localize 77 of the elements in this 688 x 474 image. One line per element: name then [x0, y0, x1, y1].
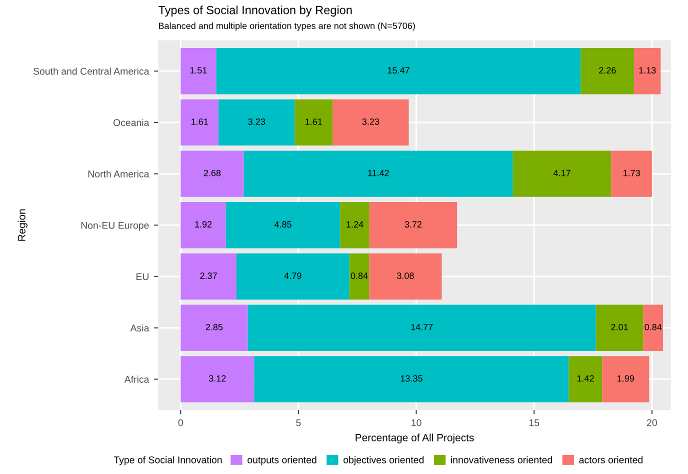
bar: [244, 150, 513, 197]
bar: [236, 253, 350, 300]
bar: [634, 48, 661, 94]
bar: [180, 202, 226, 248]
bar: [216, 48, 581, 94]
bar: [180, 356, 254, 402]
bar: [596, 304, 644, 351]
bar: [369, 202, 458, 248]
bar: [180, 150, 244, 197]
data-label: 2.37: [200, 272, 217, 279]
data-label: 2.26: [599, 67, 616, 74]
data-label: 1.13: [639, 67, 656, 74]
data-label: 3.23: [248, 118, 266, 125]
bar: [568, 356, 602, 402]
chart-title: Types of Social Innovation by Region: [158, 6, 352, 17]
y-tick-label: Non-EU Europe: [81, 222, 149, 231]
x-tick-label: 5: [296, 419, 301, 426]
y-tick-label: EU: [136, 273, 148, 280]
x-tick-label: 0: [178, 419, 183, 426]
y-tick-label: South and Central America: [33, 68, 150, 75]
data-label: 1.99: [618, 375, 634, 382]
legend-label: outputs oriented: [248, 456, 316, 466]
bar: [294, 99, 333, 146]
y-axis-title: Region: [18, 209, 28, 241]
data-label: 3.12: [208, 375, 226, 382]
data-label: 1.24: [346, 221, 364, 228]
bar: [602, 356, 650, 402]
bar: [254, 356, 569, 402]
bar: [349, 253, 370, 300]
x-tick-label: 20: [647, 419, 657, 426]
data-label: 1.61: [192, 118, 208, 125]
data-label: 2.01: [611, 324, 628, 330]
legend-title: Type of Social Innovation: [114, 456, 222, 466]
bar: [643, 304, 664, 351]
legend-label: innovativeness oriented: [451, 456, 552, 464]
y-tick-label: North America: [88, 170, 150, 178]
bar: [180, 304, 248, 351]
data-label: 11.42: [368, 170, 389, 176]
bar: [611, 150, 652, 197]
data-label: 1.73: [623, 170, 640, 176]
bar: [332, 99, 409, 146]
data-label: 3.72: [404, 221, 422, 228]
bar: [218, 99, 295, 146]
data-label: 1.61: [306, 118, 322, 125]
data-label: 3.08: [397, 272, 414, 279]
x-tick-label: 10: [412, 419, 422, 426]
bar: [512, 150, 612, 197]
legend-label: objectives oriented: [344, 456, 424, 466]
data-label: 13.35: [400, 375, 422, 382]
data-label: 2.68: [204, 170, 221, 176]
data-label: 4.79: [284, 272, 302, 279]
bar: [180, 48, 216, 94]
x-tick-label: 15: [529, 419, 540, 426]
data-label: 1.92: [195, 221, 212, 228]
bar: [180, 99, 219, 146]
data-label: 15.47: [388, 67, 410, 74]
data-label: 0.84: [350, 272, 368, 279]
data-label: 1.51: [190, 67, 207, 74]
x-axis-title: Percentage of All Projects: [356, 434, 474, 444]
bar: [340, 202, 370, 248]
data-label: 14.77: [411, 324, 433, 330]
bar: [248, 304, 596, 351]
legend-label: actors oriented: [579, 456, 643, 464]
y-tick-label: Oceania: [113, 118, 150, 126]
y-tick-label: Africa: [124, 376, 150, 383]
data-label: 4.85: [274, 221, 292, 228]
bar: [580, 48, 634, 94]
data-label: 2.85: [206, 324, 223, 330]
data-label: 4.17: [553, 170, 570, 176]
y-tick-label: Asia: [130, 324, 150, 332]
chart-subtitle: Balanced and multiple orientation types are not shown (N=5706): [158, 22, 415, 31]
data-label: 3.23: [362, 118, 380, 125]
bar: [226, 202, 340, 248]
bar: [180, 253, 236, 300]
data-label: 1.42: [577, 375, 594, 382]
bar: [369, 253, 442, 300]
data-label: 0.84: [644, 324, 662, 330]
